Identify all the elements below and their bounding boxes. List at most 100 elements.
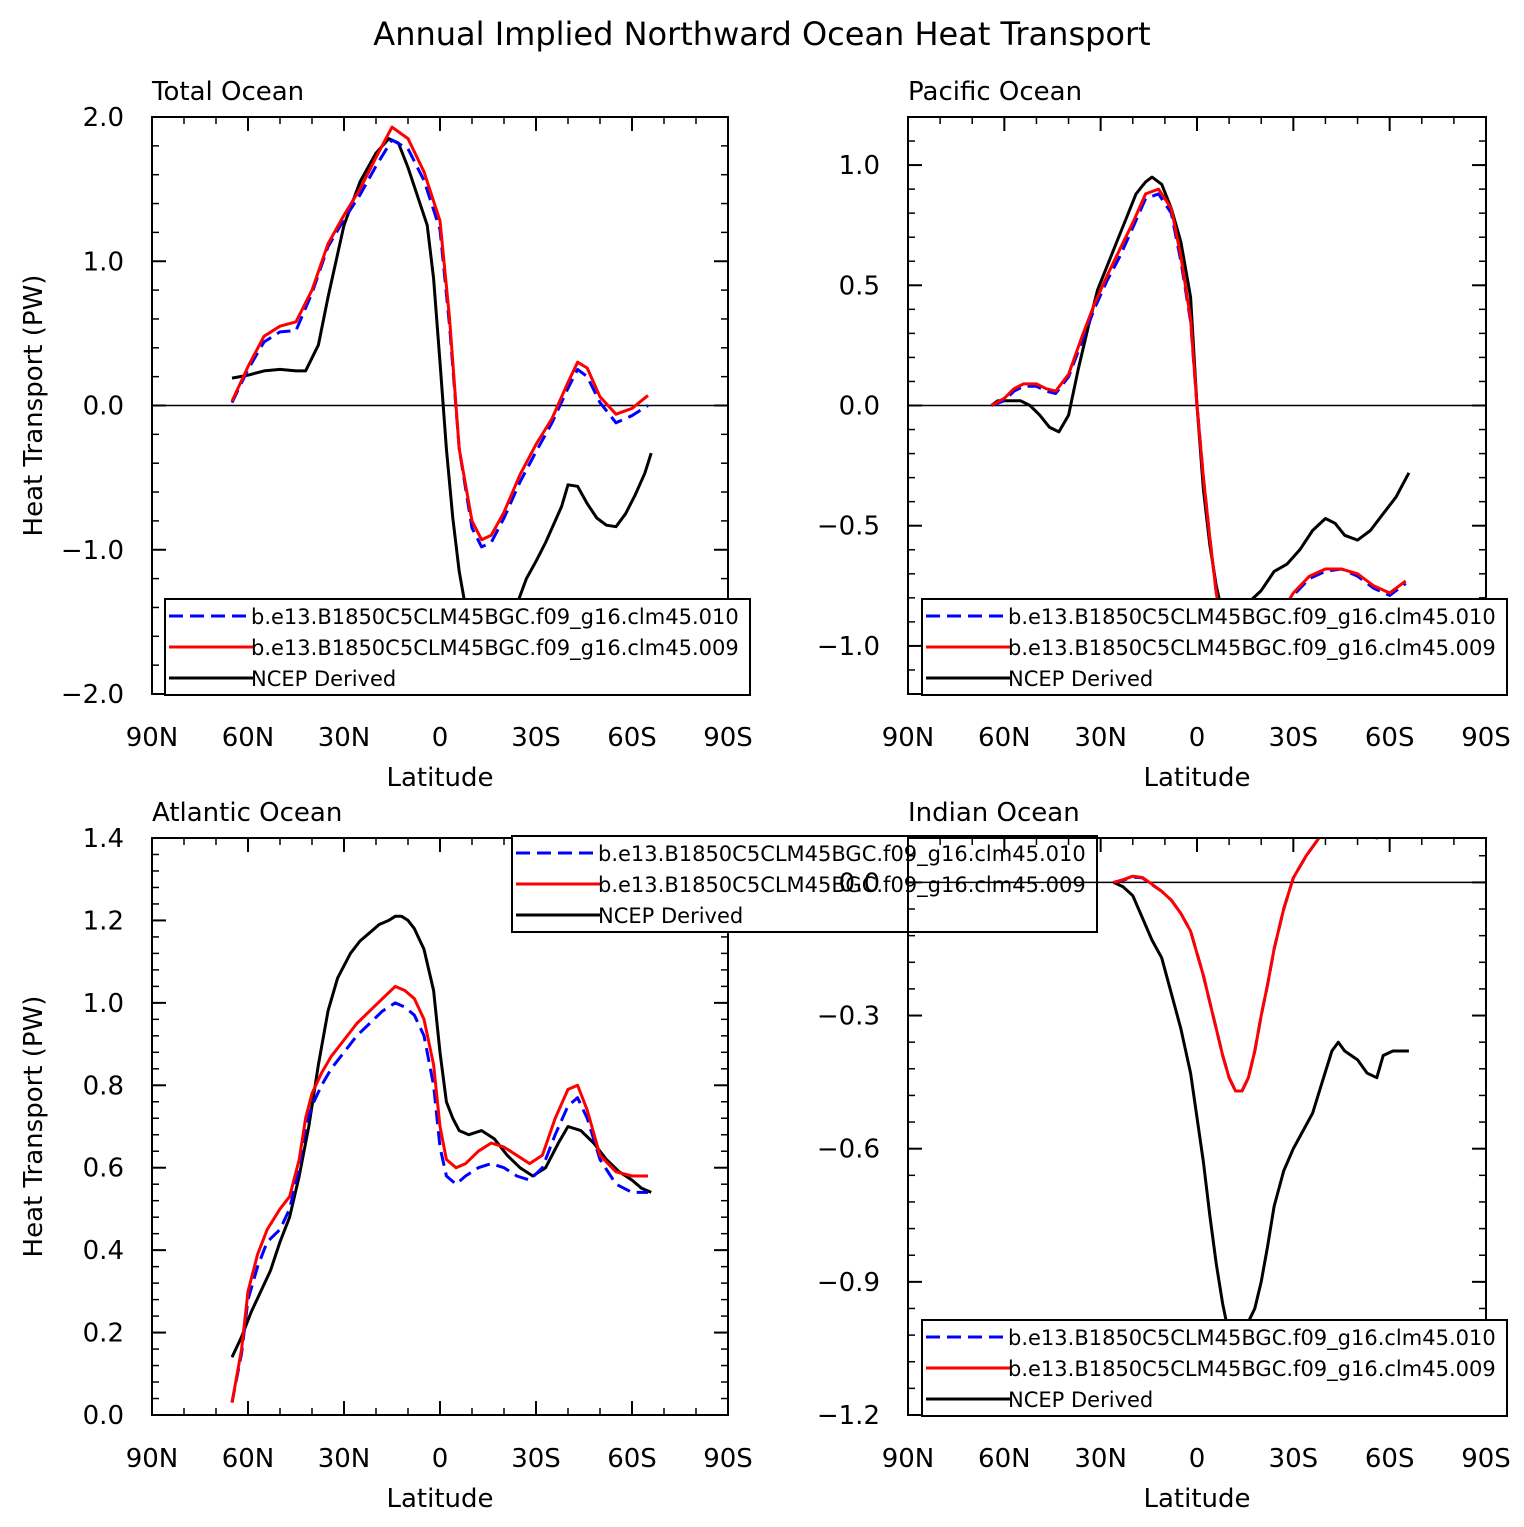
figure-title: Annual Implied Northward Ocean Heat Tran… [373, 15, 1150, 53]
legend-box [511, 835, 1098, 933]
series-line-case1 [230, 1001, 648, 1403]
panel-2: Atlantic Ocean 90N 60N 30N 0 30S 60S 90S 0.0 0.2 0… [19, 798, 1098, 1514]
x-tick-label: 30S [1269, 1444, 1319, 1474]
x-tick-label: 0 [1189, 1444, 1206, 1474]
x-tick-label: 0 [1189, 723, 1206, 753]
y-tick-label: 0.8 [83, 1071, 124, 1101]
plot-frame [151, 837, 729, 1416]
x-tick-label: 60N [222, 723, 275, 753]
legend: b.e13.B1850C5CLM45BGC.f09_g16.clm45.010b… [164, 598, 751, 696]
y-tick-label: 0.0 [83, 392, 124, 422]
panel-title: Indian Ocean [908, 798, 1080, 828]
x-tick-label: 30N [318, 723, 371, 753]
legend-box [164, 598, 751, 696]
y-tick-label: 1.0 [83, 989, 124, 1019]
x-tick-label: 0 [432, 1444, 449, 1474]
legend-label-case2: b.e13.B1850C5CLM45BGC.f09_g16.clm45.009 [1008, 636, 1496, 661]
legend-label-case2: b.e13.B1850C5CLM45BGC.f09_g16.clm45.009 [598, 873, 1086, 898]
series-line-obs [230, 914, 652, 1358]
series-line-case2 [230, 125, 649, 542]
x-tick-label: 90N [126, 723, 179, 753]
x-tick-label: 90N [126, 1444, 179, 1474]
x-tick-label: 0 [432, 723, 449, 753]
legend-label-obs: NCEP Derived [251, 667, 396, 691]
series-line-case2 [990, 187, 1407, 667]
x-tick-label: 30S [1269, 723, 1319, 753]
y-tick-label: 0.0 [839, 868, 880, 898]
y-axis-label: Heat Transport (PW) [19, 275, 49, 537]
x-axis-label: Latitude [386, 1484, 493, 1514]
legend-label-case2: b.e13.B1850C5CLM45BGC.f09_g16.clm45.009 [1008, 1357, 1496, 1382]
x-tick-label: 30N [318, 1444, 371, 1474]
y-tick-label: −0.3 [817, 1002, 880, 1032]
series-line-case2 [230, 984, 648, 1403]
y-tick-label: 2.0 [83, 103, 124, 133]
x-tick-label: 30N [1074, 1444, 1127, 1474]
panel-3: Indian Ocean 90N 60N 30N 0 30S 60S 90S −1.2 −0.9 −… [817, 798, 1511, 1514]
x-tick-label: 60S [1365, 723, 1415, 753]
y-tick-label: 0.5 [839, 271, 880, 301]
legend-label-obs: NCEP Derived [1008, 667, 1153, 691]
legend-box [921, 598, 1508, 696]
x-tick-label: 30S [511, 723, 561, 753]
panel-0: Total Ocean 90N 60N 30N 0 30S 60S 90S −2.0 −1.0 0.… [19, 77, 753, 793]
x-tick-label: 30S [511, 1444, 561, 1474]
x-tick-label: 60S [1365, 1444, 1415, 1474]
y-tick-label: 0.6 [83, 1154, 124, 1184]
y-tick-label: 1.0 [839, 151, 880, 181]
panel-title: Atlantic Ocean [152, 798, 342, 828]
series-line-case1 [990, 192, 1407, 670]
x-tick-label: 60N [222, 1444, 275, 1474]
legend: b.e13.B1850C5CLM45BGC.f09_g16.clm45.010b… [921, 598, 1508, 696]
panel-1: Pacific Ocean 90N 60N 30N 0 30S 60S 90S −1.0 −0.5… [817, 77, 1511, 793]
x-axis-label: Latitude [386, 763, 493, 793]
legend-label-obs: NCEP Derived [1008, 1388, 1153, 1412]
y-tick-label: −1.0 [61, 536, 124, 566]
panel-title: Pacific Ocean [908, 77, 1082, 107]
x-tick-label: 90S [703, 1444, 753, 1474]
y-tick-label: 1.0 [83, 247, 124, 277]
series-line-obs [231, 137, 653, 648]
x-tick-label: 60N [978, 723, 1031, 753]
y-tick-label: −0.9 [817, 1268, 880, 1298]
series-line-case1 [1113, 838, 1382, 1093]
y-tick-label: 0.0 [83, 1401, 124, 1431]
x-axis-label: Latitude [1143, 763, 1250, 793]
y-tick-label: −1.2 [817, 1401, 880, 1431]
x-tick-label: 60N [978, 1444, 1031, 1474]
legend-label-case1: b.e13.B1850C5CLM45BGC.f09_g16.clm45.010 [1008, 1326, 1496, 1351]
legend-label-case1: b.e13.B1850C5CLM45BGC.f09_g16.clm45.010 [598, 842, 1086, 867]
x-tick-label: 90N [882, 1444, 935, 1474]
legend: b.e13.B1850C5CLM45BGC.f09_g16.clm45.010b… [921, 1319, 1508, 1417]
legend-box [921, 1319, 1508, 1417]
y-axis-label: Heat Transport (PW) [19, 996, 49, 1258]
y-tick-label: 0.4 [83, 1236, 124, 1266]
series-line-case2 [1113, 838, 1321, 1093]
x-tick-label: 30N [1074, 723, 1127, 753]
x-axis-label: Latitude [1143, 1484, 1250, 1514]
y-tick-label: −1.0 [817, 632, 880, 662]
legend-label-case2: b.e13.B1850C5CLM45BGC.f09_g16.clm45.009 [251, 636, 739, 661]
x-tick-label: 60S [607, 1444, 657, 1474]
legend-label-obs: NCEP Derived [598, 904, 743, 928]
panel-title: Total Ocean [151, 77, 304, 107]
y-tick-label: −0.5 [817, 512, 880, 542]
x-tick-label: 90S [1461, 1444, 1511, 1474]
series-line-obs [1112, 881, 1409, 1350]
series-line-obs [990, 175, 1411, 629]
x-tick-label: 90S [703, 723, 753, 753]
y-tick-label: −2.0 [61, 680, 124, 710]
y-tick-label: 0.0 [839, 392, 880, 422]
legend-label-case1: b.e13.B1850C5CLM45BGC.f09_g16.clm45.010 [1008, 605, 1496, 630]
y-tick-label: 1.4 [83, 824, 124, 854]
panels: Total Ocean 90N 60N 30N 0 30S 60S 90S −2.0 −1.0 0.… [19, 77, 1511, 1514]
legend-label-case1: b.e13.B1850C5CLM45BGC.f09_g16.clm45.010 [251, 605, 739, 630]
series-line-case1 [230, 138, 649, 549]
y-tick-label: −0.6 [817, 1135, 880, 1165]
y-tick-label: 1.2 [83, 906, 124, 936]
y-tick-label: 0.2 [83, 1319, 124, 1349]
x-tick-label: 60S [607, 723, 657, 753]
x-tick-label: 90N [882, 723, 935, 753]
x-tick-label: 90S [1461, 723, 1511, 753]
